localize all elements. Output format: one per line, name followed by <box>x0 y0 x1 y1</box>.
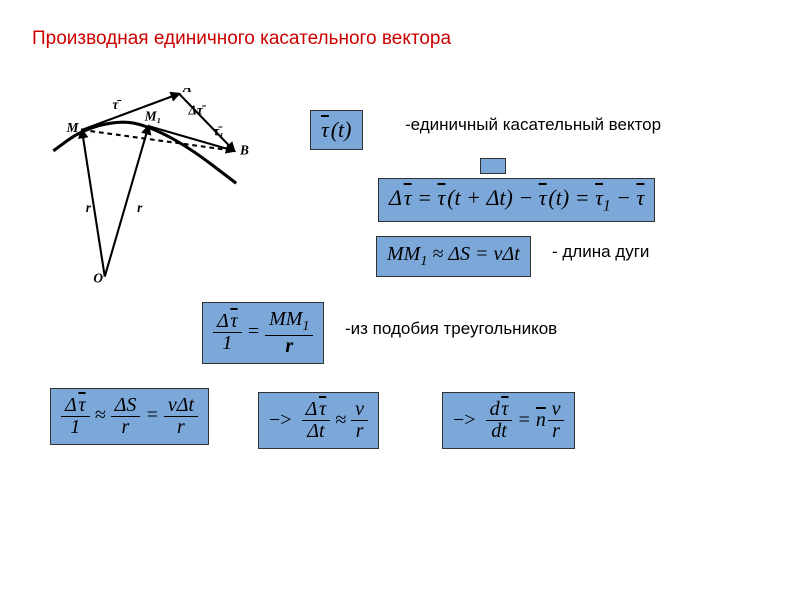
tangent-vector-diagram: O M M₁ A Bτ̄ Δτ̄ τ̄₁ r r <box>40 88 280 288</box>
formula-tau-t: τ (t) <box>310 110 363 150</box>
svg-text:A: A <box>182 88 192 95</box>
annotation-arc: - длина дуги <box>552 242 649 262</box>
annotation-similarity: -из подобия треугольников <box>345 319 557 339</box>
svg-text:r: r <box>86 200 92 215</box>
annotation-tangent: -единичный касательный вектор <box>405 115 661 135</box>
connector-box <box>480 158 506 174</box>
svg-text:M: M <box>66 120 80 135</box>
formula-arc-length: MM1 ≈ ΔS = vΔt <box>376 236 531 277</box>
svg-text:Δτ̄: Δτ̄ <box>188 103 207 118</box>
svg-text:O: O <box>93 270 103 285</box>
formula-step3: −> d τdt = n vr <box>442 392 575 449</box>
formula-delta-tau: Δ τ = τ (t + Δt) − τ (t) = τ1 − τ <box>378 178 655 222</box>
formula-step1: Δ τ1 ≈ ΔSr = vΔtr <box>50 388 209 445</box>
svg-text:B: B <box>239 143 249 158</box>
formula-similarity: Δ τ1 = MM1r <box>202 302 324 364</box>
svg-text:τ̄₁: τ̄₁ <box>213 124 224 139</box>
formula-step2: −> Δ τΔt ≈ vr <box>258 392 379 449</box>
svg-text:M₁: M₁ <box>144 108 162 123</box>
svg-text:r: r <box>137 200 143 215</box>
page-title: Производная единичного касательного вект… <box>32 28 451 50</box>
svg-text:τ̄: τ̄ <box>112 97 122 112</box>
